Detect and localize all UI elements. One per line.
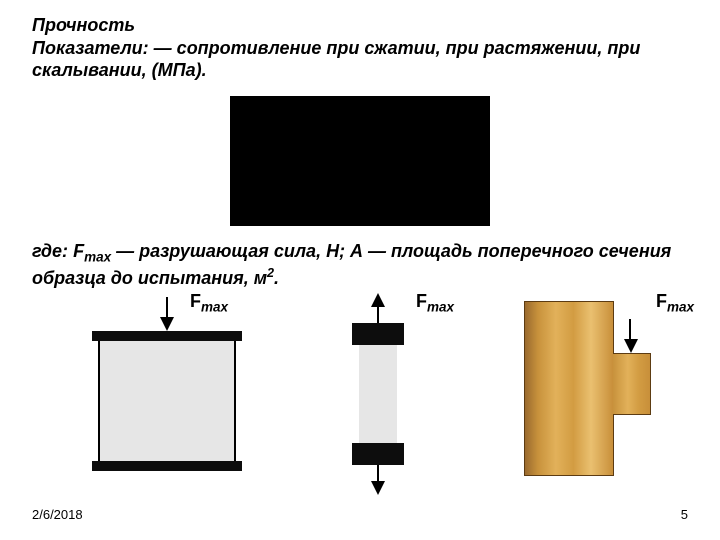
shear-figure xyxy=(524,301,652,476)
desc-pre: где: xyxy=(32,241,73,261)
wood-main xyxy=(524,301,614,476)
description: где: Fmax — разрушающая сила, Н; А — пло… xyxy=(32,240,688,290)
tension-body xyxy=(359,345,397,443)
desc-end: . xyxy=(274,268,279,288)
fmax-label-1: Fmax xyxy=(190,291,228,315)
arrow-up-icon xyxy=(371,293,385,323)
footer-page: 5 xyxy=(681,507,688,522)
arrow-down-icon-2 xyxy=(371,465,385,495)
desc-fmax-sub: max xyxy=(84,249,111,264)
wood-step xyxy=(613,353,651,415)
desc-sup2: 2 xyxy=(267,266,274,280)
label-sub-1: max xyxy=(201,300,228,315)
arrow-down-icon xyxy=(160,297,174,331)
fmax-label-3: Fmax xyxy=(656,291,694,315)
bottom-cap xyxy=(352,443,404,465)
title-line2: Показатели: — сопротивление при сжатии, … xyxy=(32,38,640,81)
title-line1: Прочность xyxy=(32,15,135,35)
top-cap xyxy=(352,323,404,345)
formula-placeholder xyxy=(230,96,490,226)
desc-mid1: — разрушающая сила, Н; А — площадь попер… xyxy=(32,241,671,288)
label-f-1: F xyxy=(190,291,201,311)
arrow-down-icon-3 xyxy=(624,319,638,353)
label-f-3: F xyxy=(656,291,667,311)
top-plate xyxy=(92,331,242,341)
desc-f: F xyxy=(73,241,84,261)
compression-figure xyxy=(92,331,242,471)
fmax-label-2: Fmax xyxy=(416,291,454,315)
tension-figure xyxy=(352,323,404,465)
label-f-2: F xyxy=(416,291,427,311)
label-sub-3: max xyxy=(667,300,694,315)
footer-date: 2/6/2018 xyxy=(32,507,83,522)
bottom-plate xyxy=(92,461,242,471)
title-block: Прочность Показатели: — сопротивление пр… xyxy=(32,14,688,82)
compression-body xyxy=(98,341,236,461)
label-sub-2: max xyxy=(427,300,454,315)
figures-area: Fmax Fmax Fmax xyxy=(32,291,688,511)
